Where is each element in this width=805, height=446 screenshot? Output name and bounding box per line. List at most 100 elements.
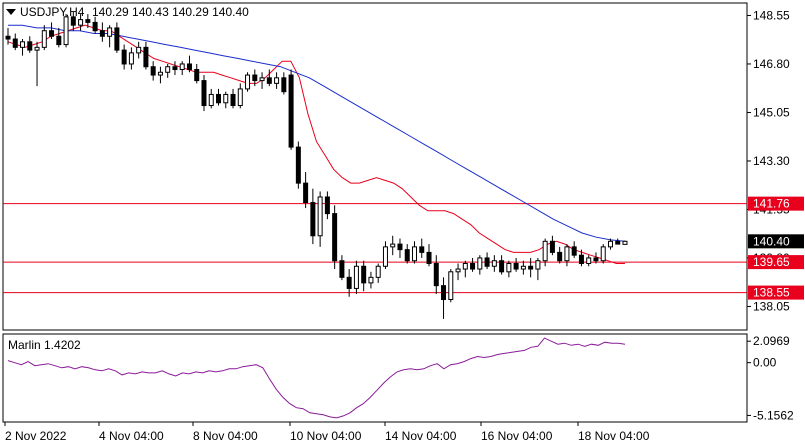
time-tick-label: 10 Nov 04:00 [290, 429, 362, 443]
candle-body [375, 265, 381, 278]
candle-body [208, 93, 214, 107]
candle-body [332, 213, 338, 262]
candle [332, 205, 338, 270]
candle [470, 257, 476, 272]
candle-body [426, 251, 432, 264]
time-axis: 2 Nov 2022 4 Nov 04:00 8 Nov 04:00 10 Nov 0… [4, 422, 650, 443]
candle [520, 260, 526, 275]
candle [607, 238, 613, 250]
candle-body [114, 27, 120, 51]
candle [324, 191, 330, 220]
candle-body [448, 271, 454, 301]
candle [317, 191, 323, 247]
candle [600, 244, 606, 264]
candle-body [361, 265, 367, 284]
candle-body [615, 240, 621, 245]
candle-body [593, 257, 599, 262]
time-tick-label: 16 Nov 04:00 [481, 429, 553, 443]
candle [368, 271, 374, 289]
candle [201, 75, 207, 112]
indicator-tick-label: 0.00 [753, 356, 777, 370]
candle-body [194, 69, 200, 82]
fast-ma-line [7, 24, 625, 264]
time-tick-label: 2 Nov 2022 [5, 429, 67, 443]
candle-body [78, 19, 84, 26]
candle [549, 235, 555, 256]
candle [157, 66, 163, 84]
candle [513, 257, 519, 272]
candle [20, 39, 26, 56]
candle-body [578, 254, 584, 264]
candle-body [528, 265, 534, 270]
ohlc-readout: 140.29 140.43 140.29 140.40 [92, 5, 249, 19]
slow-ma-line [8, 24, 626, 242]
candle [397, 238, 403, 258]
price-tick-label: 138.05 [753, 299, 790, 313]
candle-body [324, 196, 330, 215]
price-tags: 141.76 139.65 138.55 140.40 [748, 196, 804, 300]
candle-body [600, 246, 606, 262]
candle [528, 257, 534, 278]
candle [622, 240, 628, 245]
symbol-label: USDJPY,H4 [20, 5, 85, 19]
candle-body [186, 63, 192, 71]
candle-body [41, 30, 47, 48]
candle [506, 260, 512, 278]
candle-body [150, 66, 156, 76]
candle-body [571, 246, 577, 256]
indicator-label: Marlin 1.4202 [8, 338, 81, 352]
candle [114, 22, 120, 53]
candle [419, 238, 425, 258]
time-tick-label: 14 Nov 04:00 [385, 429, 457, 443]
candle-body [237, 88, 243, 107]
candle-body [252, 74, 258, 82]
candle-body [49, 30, 55, 37]
candle [27, 36, 33, 53]
candle [303, 172, 309, 209]
candle [12, 33, 18, 51]
time-tick-label: 4 Nov 04:00 [99, 429, 164, 443]
candle [542, 238, 548, 267]
candle-body [27, 41, 33, 51]
indicator-panel-frame [2, 333, 748, 423]
price-tick-label: 148.55 [753, 8, 790, 22]
candle [70, 11, 76, 31]
candle-body [557, 251, 563, 262]
candle [375, 263, 381, 283]
time-tick-label: 8 Nov 04:00 [193, 429, 258, 443]
candle-body [404, 249, 410, 262]
level-tag: 139.65 [753, 255, 790, 269]
candle-body [419, 246, 425, 253]
candle [237, 83, 243, 109]
candle-body [266, 77, 272, 84]
price-panel-frame [2, 2, 748, 331]
candle [121, 44, 127, 70]
candle-body [484, 257, 490, 267]
candle-body [455, 268, 461, 273]
candle [361, 260, 367, 292]
candle [85, 14, 91, 28]
oscillator-line [7, 337, 626, 419]
candle [491, 255, 497, 272]
candle [484, 252, 490, 270]
candle-body [63, 16, 69, 46]
level-tag-bg [748, 285, 804, 300]
candle [477, 255, 483, 275]
dropdown-arrow-icon[interactable] [6, 9, 16, 15]
candle [557, 246, 563, 264]
candle-body [549, 240, 555, 253]
level-tag: 138.55 [753, 286, 790, 300]
candle [499, 255, 505, 275]
candle [411, 241, 417, 264]
candle [571, 241, 577, 258]
candle-body [230, 93, 236, 107]
candle-body [5, 35, 11, 40]
candle [41, 25, 47, 51]
candle-body [520, 265, 526, 270]
candle-body [368, 276, 374, 284]
candle [78, 14, 84, 31]
candle-body [201, 80, 207, 107]
candle [404, 244, 410, 264]
candle-body [128, 52, 134, 65]
